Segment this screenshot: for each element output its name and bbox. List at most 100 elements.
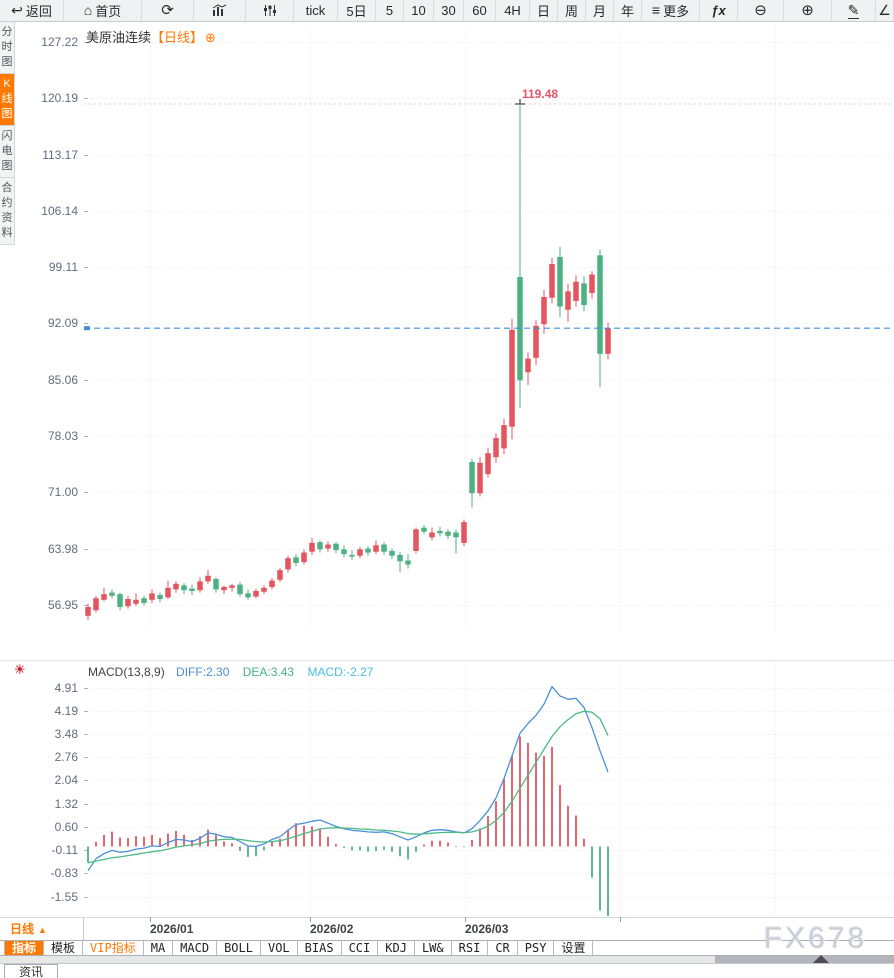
indicator-tab-指标[interactable]: 指标 [4,941,45,955]
candle[interactable] [301,552,307,563]
candle[interactable] [93,598,99,611]
toolbar-period-5-button[interactable]: 5 [376,0,404,21]
candle[interactable] [421,527,427,532]
indicator-tab-MACD[interactable]: MACD [173,941,218,955]
sidebar-tab-active-K线图[interactable]: K 线 图 [0,74,15,126]
candle[interactable] [485,453,491,475]
candle[interactable] [221,586,227,591]
news-tab[interactable]: 资讯 [4,964,59,978]
horizontal-scrollbar-track[interactable] [0,956,894,963]
candle[interactable] [357,549,363,556]
candle[interactable] [149,593,155,600]
indicator-tab-模板[interactable]: 模板 [44,941,84,955]
candle[interactable] [181,585,187,591]
candle[interactable] [565,291,571,310]
toolbar-period-5d-button[interactable]: 5日 [338,0,376,21]
indicator-tab-LW&[interactable]: LW& [415,941,452,955]
collapse-panel-handle[interactable] [813,955,829,963]
candle[interactable] [125,598,131,607]
candle[interactable] [293,557,299,563]
candle[interactable] [269,580,275,587]
main-candlestick-chart[interactable] [84,30,894,630]
horizontal-scrollbar-thumb[interactable] [715,956,894,963]
candle[interactable] [205,575,211,582]
toolbar-tick-period-button[interactable]: tick [294,0,338,21]
candle[interactable] [373,545,379,552]
toolbar-more-button[interactable]: ≡ 更多 [642,0,700,21]
candle[interactable] [133,599,139,604]
candle[interactable] [285,558,291,570]
period-dropdown[interactable]: 日线 ▲ [0,918,84,940]
toolbar-home-button[interactable]: ⌂ 首页 [64,0,142,21]
indicator-tab-CCI[interactable]: CCI [342,941,379,955]
toolbar-fx-button[interactable]: ƒx [700,0,738,21]
candle[interactable] [541,296,547,325]
candle[interactable] [253,590,259,597]
toolbar-zoom-out-button[interactable]: ⊖ [738,0,784,21]
candle[interactable] [501,425,507,449]
candle[interactable] [381,544,387,552]
candle[interactable] [325,544,331,549]
indicator-tab-KDJ[interactable]: KDJ [378,941,415,955]
toolbar-zoom-in-button[interactable]: ⊕ [784,0,832,21]
toolbar-angle-button[interactable]: ∠ [876,0,894,21]
candle[interactable] [469,461,475,494]
indicator-tab-PSY[interactable]: PSY [518,941,555,955]
candle[interactable] [309,542,315,552]
candle[interactable] [213,578,219,590]
candle[interactable] [461,522,467,543]
candle[interactable] [261,587,267,592]
toolbar-refresh-button[interactable]: ⟳ [142,0,194,21]
candle[interactable] [389,550,395,556]
candle[interactable] [229,585,235,588]
candle[interactable] [605,328,611,354]
sidebar-tab-合约资料[interactable]: 合 约 资 料 [0,178,15,245]
candle[interactable] [165,587,171,598]
candle[interactable] [597,255,603,354]
toolbar-period-week-button[interactable]: 周 [558,0,586,21]
toolbar-period-day-button[interactable]: 日 [530,0,558,21]
candle[interactable] [85,607,91,616]
candle[interactable] [141,598,147,604]
sidebar-tab-分时图[interactable]: 分 时 图 [0,22,15,74]
indicator-tab-BIAS[interactable]: BIAS [298,941,342,955]
candle[interactable] [573,281,579,301]
candle[interactable] [157,594,163,599]
candle[interactable] [581,283,587,305]
candle[interactable] [429,532,435,538]
toolbar-period-year-button[interactable]: 年 [614,0,642,21]
candle[interactable] [589,274,595,293]
candle[interactable] [477,462,483,494]
candle[interactable] [277,570,283,580]
indicator-tab-CR[interactable]: CR [488,941,518,955]
sidebar-tab-闪电图[interactable]: 闪 电 图 [0,126,15,178]
candle[interactable] [317,542,323,550]
candle[interactable] [349,554,355,557]
toolbar-back-button[interactable]: ↩ 返回 [0,0,64,21]
indicator-tab-VOL[interactable]: VOL [261,941,298,955]
candle[interactable] [245,593,251,598]
toolbar-period-60-button[interactable]: 60 [464,0,496,21]
macd-indicator-chart[interactable] [84,662,894,916]
indicator-tab-RSI[interactable]: RSI [452,941,489,955]
indicator-tab-MA[interactable]: MA [144,941,174,955]
candle[interactable] [405,560,411,565]
candle[interactable] [365,548,371,553]
candle[interactable] [173,583,179,590]
candle[interactable] [117,594,123,608]
candle[interactable] [397,554,403,562]
toolbar-draw-button[interactable]: ✎ [832,0,876,21]
toolbar-period-4h-button[interactable]: 4H [496,0,530,21]
candle[interactable] [341,549,347,555]
candle[interactable] [525,358,531,373]
toolbar-period-10-button[interactable]: 10 [404,0,434,21]
toolbar-period-month-button[interactable]: 月 [586,0,614,21]
indicator-tab-BOLL[interactable]: BOLL [217,941,261,955]
toolbar-bar-chart-button[interactable] [194,0,246,21]
candle[interactable] [549,264,555,298]
candle[interactable] [509,329,515,427]
candle[interactable] [493,437,499,458]
candle[interactable] [557,256,563,307]
indicator-tab-设置[interactable]: 设置 [554,941,594,955]
add-indicator-icon[interactable]: ⊕ [205,30,216,45]
